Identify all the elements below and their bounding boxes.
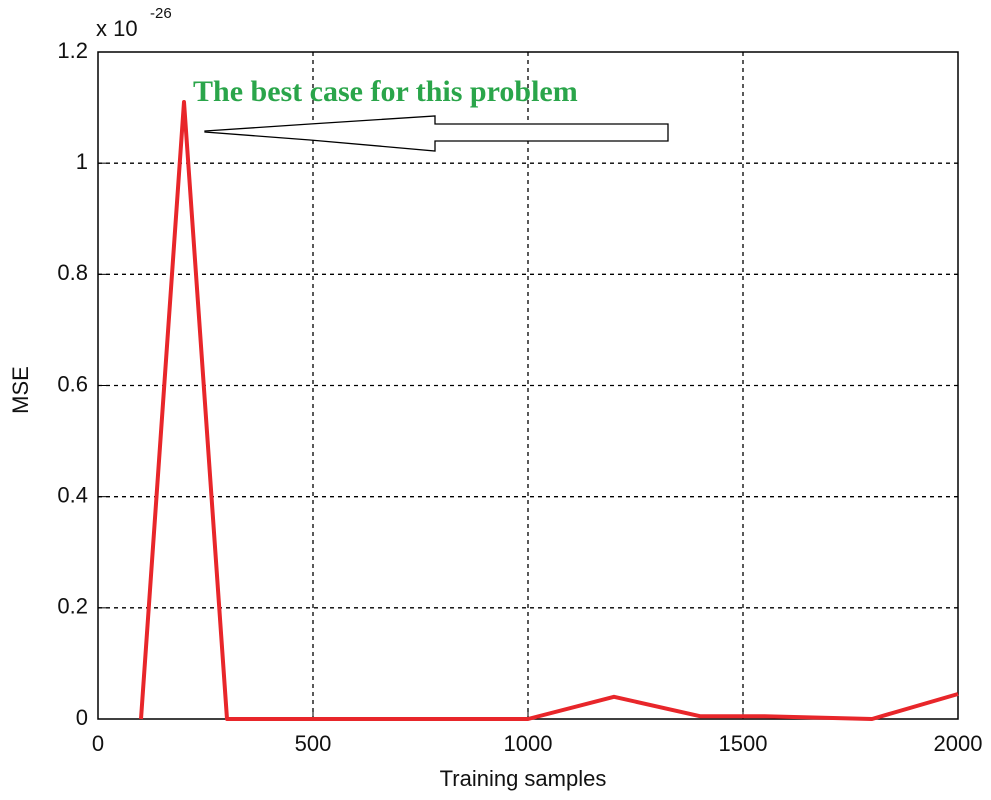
y-tick-label: 0.4 [57, 482, 88, 507]
y-tick-label: 0.2 [57, 594, 88, 619]
x-tick-label: 0 [92, 731, 104, 756]
x-tick-label: 500 [295, 731, 332, 756]
y-tick-label: 0.6 [57, 371, 88, 396]
y-tick-label: 1 [76, 149, 88, 174]
grid [98, 52, 958, 719]
x-tick-label: 2000 [934, 731, 983, 756]
x-axis-label: Training samples [440, 766, 607, 791]
y-axis-label: MSE [8, 366, 33, 414]
x-tick-label: 1500 [719, 731, 768, 756]
y-tick-label: 1.2 [57, 38, 88, 63]
y-multiplier: x 10 [96, 16, 138, 41]
y-multiplier-exponent: -26 [150, 5, 172, 22]
data-line [139, 100, 959, 721]
y-tick-label: 0.8 [57, 260, 88, 285]
y-tick-label: 0 [76, 705, 88, 730]
annotation-arrow [204, 115, 669, 152]
x-tick-label: 1000 [504, 731, 553, 756]
annotation: The best case for this problem [193, 75, 578, 108]
